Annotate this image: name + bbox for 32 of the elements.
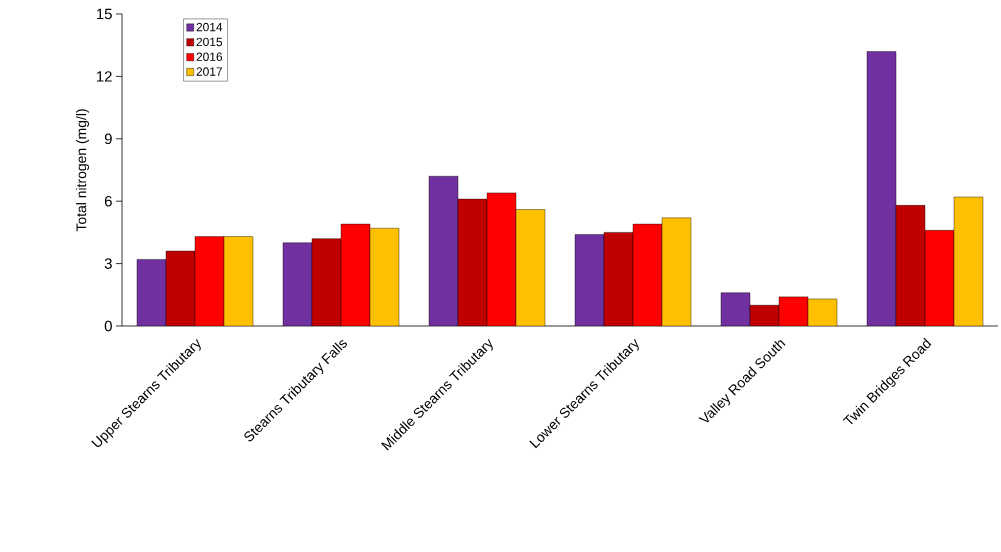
bar (603, 232, 634, 326)
bar (632, 223, 663, 326)
y-tick-label: 6 (104, 195, 112, 207)
bar (194, 236, 225, 326)
bar (136, 259, 167, 326)
bar (282, 242, 313, 326)
bar (574, 234, 605, 326)
bar (428, 176, 459, 326)
bar (223, 236, 254, 326)
y-tick-label: 0 (104, 320, 112, 332)
bar (866, 51, 897, 326)
y-tick-label: 12 (97, 71, 112, 82)
y-tick-label: 3 (104, 258, 112, 269)
bar (340, 223, 371, 326)
y-tick-label: 9 (104, 133, 112, 145)
bar (486, 192, 517, 326)
bar (165, 250, 196, 326)
bar (311, 238, 342, 326)
legend-label: 2016 (196, 52, 223, 61)
bar (661, 217, 692, 326)
legend-label: 2017 (196, 67, 222, 76)
bar (515, 209, 546, 326)
legend-label: 2014 (196, 22, 223, 32)
y-axis-title: Total nitrogen (mg/l) (76, 109, 90, 232)
bar (953, 196, 984, 326)
bar (369, 228, 400, 326)
bar (895, 205, 926, 326)
bar (457, 198, 488, 326)
bar (720, 292, 751, 326)
legend-label: 2015 (196, 37, 223, 47)
y-tick-label: 15 (97, 8, 112, 20)
bar (924, 230, 955, 326)
